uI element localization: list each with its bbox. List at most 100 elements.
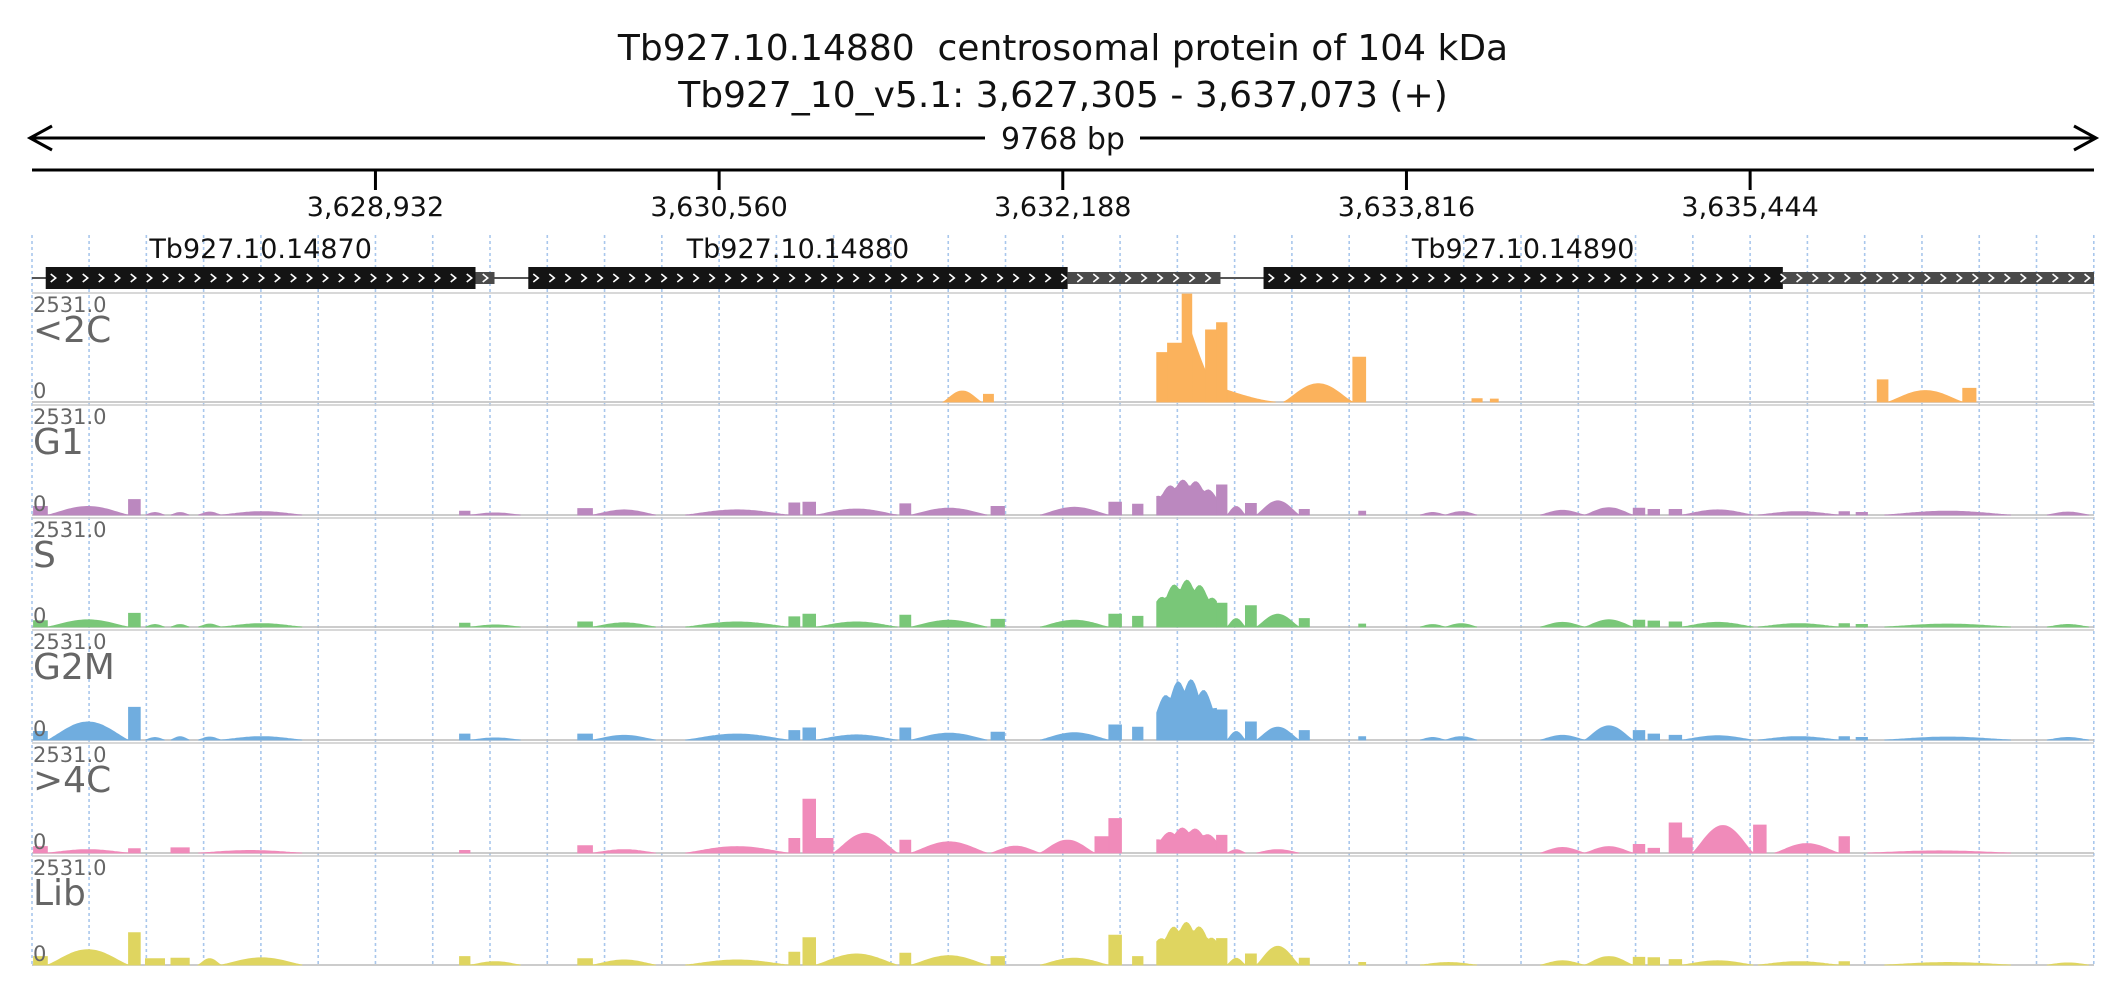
coverage-mark (469, 737, 521, 741)
coverage-mark (1855, 512, 1868, 516)
coverage-mark (592, 959, 656, 966)
track-0: 2531.0<2C 0 (32, 292, 2094, 403)
coverage-mark (1584, 846, 1634, 854)
coverage-mark (1216, 322, 1228, 403)
coverage-mark (802, 727, 816, 741)
coverage-mark (1181, 293, 1193, 403)
coverage-mark (1884, 623, 2012, 628)
strand-arrow (1972, 273, 1979, 283)
coverage-mark (1540, 621, 1585, 628)
coverage-mark (1352, 356, 1367, 403)
strand-arrow (676, 273, 684, 283)
coverage-mark (469, 512, 521, 516)
coverage-mark (1681, 509, 1754, 516)
coverage-mark (592, 509, 656, 516)
coverage-mark (1216, 938, 1228, 966)
coverage-mark (592, 622, 656, 628)
strand-arrow (628, 273, 636, 283)
coverage-mark (198, 511, 222, 516)
coverage-mark (1216, 484, 1228, 516)
coverage-mark (1226, 618, 1247, 628)
strand-arrow (210, 273, 218, 283)
coverage-mark (1962, 387, 1977, 403)
strand-arrow (482, 273, 490, 283)
coverage-mark (1108, 934, 1122, 966)
coverage-mark (1632, 507, 1646, 516)
coverage-mark (1540, 960, 1585, 966)
coverage-mark (1226, 731, 1247, 741)
coverage-mark (1108, 724, 1122, 741)
coverage-mark (220, 736, 303, 741)
strand-arrow (466, 273, 474, 283)
strand-arrow (1796, 273, 1803, 283)
coverage-mark (1156, 479, 1217, 516)
strand-arrow (964, 273, 972, 283)
coverage-mark (1757, 961, 1840, 966)
strand-arrow (1716, 273, 1723, 283)
coverage-mark (815, 838, 834, 854)
strand-arrow (660, 273, 668, 283)
strand-arrow (1956, 273, 1963, 283)
coverage-mark (802, 798, 816, 854)
coverage-mark (592, 734, 656, 741)
strand-arrow (66, 273, 74, 283)
gene-label: Tb927.10.14890 (1411, 234, 1635, 265)
track-max-label: 2531.0 (33, 518, 106, 542)
coverage-mark (1584, 507, 1634, 516)
strand-arrow (1300, 273, 1307, 283)
coverage-mark (1156, 679, 1217, 741)
strand-arrow (884, 273, 892, 283)
coverage-mark (1358, 510, 1367, 516)
coverage-mark (1668, 621, 1683, 628)
coverage-mark (1132, 956, 1144, 966)
strand-arrow (820, 273, 828, 283)
strand-arrow (98, 273, 106, 283)
coverage-mark (128, 612, 141, 628)
coverage-mark (577, 621, 593, 628)
coverage-mark (1108, 818, 1122, 854)
coverage-mark (577, 845, 593, 854)
coverage-mark (145, 736, 165, 741)
coverage-mark (910, 507, 988, 516)
strand-arrow (226, 273, 234, 283)
coverage-mark (788, 502, 801, 516)
coverage-mark (1540, 734, 1585, 741)
coverage-mark (1681, 735, 1754, 741)
coverage-mark (1583, 725, 1635, 741)
strand-arrow (194, 273, 202, 283)
strand-arrow (1476, 273, 1483, 283)
strand-arrow (1732, 273, 1739, 283)
strand-arrow (178, 273, 186, 283)
coverage-mark (198, 736, 222, 741)
coverage-mark (47, 949, 129, 966)
coverage-mark (1757, 736, 1840, 741)
strand-arrow (386, 273, 394, 283)
track-max-label: 2531.0 (33, 743, 106, 767)
track-name: <2C (33, 310, 111, 351)
track-4: 2531.0>4C 0 (32, 742, 2094, 854)
strand-arrow (708, 273, 716, 283)
strand-arrow (2036, 273, 2043, 283)
coverage-mark (1419, 961, 1478, 966)
strand-arrow (1364, 273, 1371, 283)
coverage-mark (685, 509, 789, 516)
coverage-mark (145, 511, 165, 516)
strand-arrow (1092, 273, 1100, 283)
coverage-mark (170, 624, 190, 628)
strand-arrow (580, 273, 588, 283)
coverage-mark (1855, 624, 1868, 628)
strand-arrow (1572, 273, 1579, 283)
axis-tick-label: 3,632,188 (994, 192, 1131, 223)
strand-arrow (1668, 273, 1675, 283)
span-arrow-left-head (26, 124, 53, 152)
coverage-mark (128, 706, 141, 741)
coverage-mark (1094, 836, 1110, 854)
coverage-mark (899, 952, 912, 966)
strand-arrow (1284, 273, 1291, 283)
coverage-mark (1884, 962, 2012, 966)
strand-arrow (1156, 273, 1164, 283)
coverage-mark (1445, 736, 1478, 741)
coverage-mark (899, 614, 912, 628)
track-name: G1 (33, 422, 84, 463)
